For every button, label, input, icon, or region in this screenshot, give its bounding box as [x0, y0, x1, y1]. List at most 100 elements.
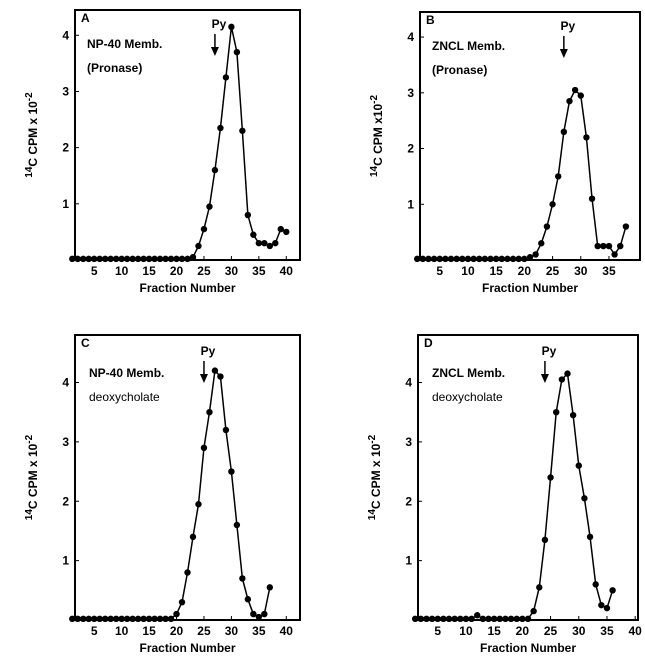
data-point	[442, 255, 449, 263]
data-point	[490, 615, 498, 623]
annotation-arrowhead	[559, 49, 568, 58]
data-point	[569, 411, 577, 419]
data-point	[419, 255, 427, 263]
data-point	[530, 607, 537, 615]
panel-title: NP-40 Memb.	[87, 37, 162, 51]
x-tick-label: 5	[91, 624, 98, 638]
data-point	[173, 610, 180, 618]
x-axis-label: Fraction Number	[139, 281, 235, 295]
data-point	[156, 255, 164, 263]
y-axis-label-pre: 14	[24, 166, 35, 178]
data-point	[575, 462, 582, 469]
x-tick-label: 30	[225, 264, 239, 278]
data-point	[447, 255, 455, 263]
panel-label: D	[424, 336, 433, 350]
data-point	[162, 615, 169, 623]
data-point	[549, 201, 556, 208]
data-point	[423, 615, 430, 623]
panel-title: deoxycholate	[89, 390, 160, 404]
data-point	[485, 615, 492, 623]
data-point	[515, 255, 522, 263]
data-point	[239, 575, 246, 582]
data-point	[411, 615, 419, 623]
data-point	[564, 370, 571, 377]
y-tick-label: 2	[62, 141, 69, 155]
y-axis-label-pre: 14	[367, 509, 378, 521]
data-point	[521, 255, 528, 263]
data-point	[80, 615, 87, 623]
data-point	[140, 255, 147, 263]
y-tick-label: 4	[62, 376, 69, 390]
x-tick-label: 20	[170, 624, 184, 638]
data-point	[107, 255, 114, 263]
data-point	[101, 615, 109, 623]
data-point	[470, 255, 477, 263]
x-tick-label: 25	[544, 624, 558, 638]
x-tick-label: 40	[280, 624, 294, 638]
annotation-arrowhead	[210, 47, 219, 56]
y-axis-label-exp: -2	[367, 434, 378, 443]
x-tick-label: 15	[489, 264, 503, 278]
data-point	[74, 255, 81, 263]
x-axis-label: Fraction Number	[480, 641, 576, 655]
y-axis-label-exp: -2	[24, 434, 35, 443]
data-point	[206, 203, 213, 210]
data-point	[233, 48, 241, 56]
data-point	[487, 255, 494, 263]
x-tick-label: 35	[252, 624, 266, 638]
data-point	[123, 615, 131, 623]
data-point	[462, 615, 470, 623]
data-point	[588, 195, 596, 202]
data-point	[445, 615, 453, 623]
annotation-label: Py	[542, 344, 557, 358]
data-point	[622, 223, 630, 230]
data-point	[413, 255, 421, 263]
data-point	[261, 239, 268, 247]
data-point	[283, 228, 290, 236]
data-point	[603, 604, 611, 612]
panel-label: C	[81, 336, 90, 350]
data-point	[69, 615, 76, 623]
data-point	[129, 615, 136, 623]
data-point	[140, 615, 147, 623]
y-axis-label: 14C CPM x 10-2	[24, 434, 40, 520]
x-tick-label: 10	[459, 624, 473, 638]
y-axis-label-exp: -2	[24, 92, 35, 101]
y-tick-label: 4	[407, 30, 414, 44]
plot-frame	[74, 334, 301, 621]
data-point	[532, 251, 539, 258]
annotation-arrowhead	[199, 374, 208, 383]
annotation-label: Py	[201, 344, 216, 358]
data-point	[558, 376, 566, 383]
y-axis-label-pre: 14	[369, 165, 380, 177]
data-point	[250, 231, 257, 238]
x-tick-label: 25	[197, 264, 211, 278]
y-axis-label-main: C CPM x 10	[26, 443, 40, 509]
x-tick-label: 20	[518, 264, 532, 278]
data-point	[101, 255, 109, 263]
y-axis-label: 14C CPM x 10-2	[24, 92, 40, 178]
panel-title: ZNCL Memb.	[432, 366, 505, 380]
x-tick-label: 5	[91, 264, 98, 278]
data-point	[189, 253, 197, 261]
data-point	[228, 468, 235, 475]
data-line	[417, 88, 627, 260]
data-point	[145, 255, 153, 263]
data-point	[118, 615, 125, 623]
data-point	[162, 255, 169, 263]
panel-title: NP-40 Memb.	[89, 366, 164, 380]
data-point	[513, 615, 520, 623]
x-tick-label: 30	[574, 264, 588, 278]
data-point	[507, 615, 515, 623]
data-point	[80, 255, 87, 263]
data-point	[453, 255, 460, 263]
y-axis-label-main: C CPM x 10	[26, 101, 40, 167]
data-point	[200, 225, 208, 233]
data-point	[598, 601, 605, 609]
data-point	[85, 615, 92, 623]
x-tick-label: 30	[572, 624, 586, 638]
data-point	[244, 211, 252, 219]
data-point	[417, 615, 425, 623]
y-tick-label: 3	[62, 435, 69, 449]
x-tick-label: 25	[546, 264, 560, 278]
